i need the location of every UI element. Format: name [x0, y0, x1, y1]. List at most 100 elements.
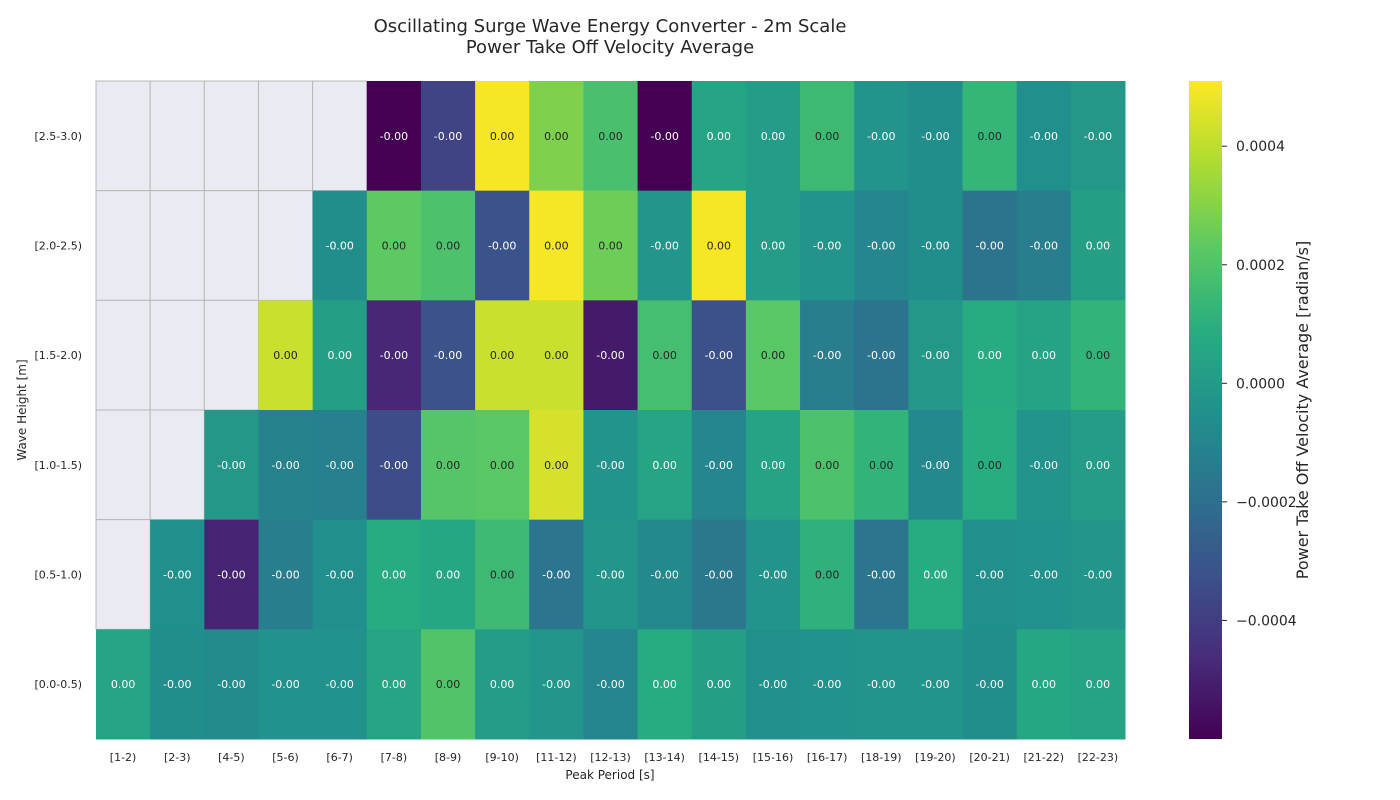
heatmap-cell: [366, 300, 422, 411]
cell-value-label: -0.00: [1084, 569, 1112, 582]
cell-value-label: -0.00: [596, 349, 624, 362]
cell-value-label: 0.00: [761, 240, 786, 253]
heatmap-cell: [1016, 629, 1072, 740]
heatmap-cell: [637, 190, 693, 301]
cell-value-label: 0.00: [490, 349, 515, 362]
cell-value-label: -0.00: [271, 569, 299, 582]
heatmap-cell: [1016, 519, 1072, 630]
cell-value-label: -0.00: [867, 130, 895, 143]
heatmap-cell: [204, 519, 259, 630]
heatmap-cell: [1070, 629, 1126, 740]
cell-value-label: 0.00: [490, 130, 515, 143]
x-tick-label: [7-8): [381, 751, 408, 764]
heatmap-cell-empty: [257, 80, 314, 192]
heatmap-cell-empty: [203, 299, 259, 411]
y-tick-label: [1.5-2.0): [34, 349, 82, 362]
cell-value-label: -0.00: [1084, 130, 1112, 143]
heatmap-cell: [908, 300, 964, 411]
heatmap-cell: [691, 410, 747, 521]
x-tick-label: [8-9): [435, 751, 462, 764]
y-tick-label: [2.5-3.0): [34, 130, 82, 143]
cell-value-label: 0.00: [1086, 240, 1111, 253]
cell-value-label: -0.00: [596, 678, 624, 691]
cell-value-label: 0.00: [1032, 349, 1057, 362]
heatmap-cell: [908, 519, 964, 630]
heatmap-cell: [1070, 190, 1126, 301]
heatmap-cell: [637, 519, 693, 630]
heatmap-cell: [637, 300, 693, 411]
heatmap-cell: [691, 81, 747, 192]
cell-value-label: -0.00: [650, 240, 678, 253]
heatmap-cell: [420, 300, 476, 411]
heatmap-cell: [800, 519, 855, 630]
heatmap-cell: [1016, 300, 1072, 411]
y-axis-label: Wave Height [m]: [15, 359, 29, 460]
cell-value-label: -0.00: [759, 678, 787, 691]
x-tick-label: [12-13): [590, 751, 631, 764]
heatmap-cell: [475, 629, 530, 740]
heatmap-cell: [529, 190, 584, 301]
heatmap-cell-empty: [95, 80, 151, 192]
cell-value-label: 0.00: [436, 569, 461, 582]
chart-title-line2: Power Take Off Velocity Average: [466, 37, 754, 58]
heatmap-cell: [691, 519, 747, 630]
heatmap-cell: [908, 629, 964, 740]
heatmap-cell: [1070, 81, 1126, 192]
heatmap-cell: [420, 519, 476, 630]
heatmap-cell: [529, 519, 584, 630]
cell-value-label: -0.00: [542, 678, 570, 691]
cell-value-label: 0.00: [815, 569, 840, 582]
heatmap-cell: [800, 190, 855, 301]
heatmap-cell: [583, 629, 639, 740]
heatmap-cell: [800, 410, 855, 521]
heatmap-cell: [1070, 410, 1126, 521]
cell-value-label: 0.00: [815, 459, 840, 472]
cell-value-label: -0.00: [921, 130, 949, 143]
cell-value-label: 0.00: [544, 130, 569, 143]
cell-value-label: -0.00: [217, 459, 245, 472]
heatmap-cell: [258, 519, 314, 630]
cell-value-label: -0.00: [921, 459, 949, 472]
heatmap-cell: [800, 300, 855, 411]
heatmap-cell: [908, 410, 964, 521]
cell-value-label: -0.00: [921, 349, 949, 362]
cell-value-label: -0.00: [488, 240, 516, 253]
y-tick-label: [1.0-1.5): [34, 459, 82, 472]
colorbar-tick-label: 0.0004: [1236, 139, 1285, 155]
heatmap-cells: -0.00 -0.00 0.00 0.00 0.00 -0.00 0.00 0.00 0.00 -…: [95, 80, 1126, 740]
heatmap-cell: [854, 81, 909, 192]
cell-value-label: -0.00: [650, 569, 678, 582]
heatmap-cell: [366, 519, 422, 630]
colorbar-tick-label: −0.0002: [1236, 495, 1297, 511]
cell-value-label: -0.00: [975, 569, 1003, 582]
cell-value-label: 0.00: [977, 349, 1002, 362]
heatmap-cell: [258, 410, 314, 521]
x-tick-label: [14-15): [699, 751, 740, 764]
heatmap-cell: [854, 190, 909, 301]
heatmap-cell: [583, 410, 639, 521]
heatmap-cell-empty: [95, 409, 151, 521]
chart-title-line1: Oscillating Surge Wave Energy Converter …: [374, 16, 847, 37]
heatmap-cell: [258, 300, 314, 411]
cell-value-label: -0.00: [325, 678, 353, 691]
heatmap-cell: [583, 519, 639, 630]
heatmap-cell: [908, 81, 964, 192]
cell-value-label: 0.00: [1086, 349, 1111, 362]
heatmap-cell: [312, 629, 368, 740]
x-tick-label: [2-3): [164, 751, 191, 764]
cell-value-label: 0.00: [327, 349, 352, 362]
x-tick-label: [20-21): [969, 751, 1010, 764]
heatmap-cell: [420, 629, 476, 740]
heatmap-cell: [854, 300, 909, 411]
cell-value-label: 0.00: [544, 240, 569, 253]
heatmap-cell: [420, 190, 476, 301]
x-tick-label: [19-20): [915, 751, 956, 764]
cell-value-label: 0.00: [111, 678, 136, 691]
heatmap-cell: [204, 410, 259, 521]
x-tick-label: [16-17): [807, 751, 848, 764]
heatmap-cell: [962, 519, 1018, 630]
cell-value-label: 0.00: [652, 678, 677, 691]
y-tick-label: [0.5-1.0): [34, 569, 82, 582]
cell-value-label: -0.00: [867, 240, 895, 253]
